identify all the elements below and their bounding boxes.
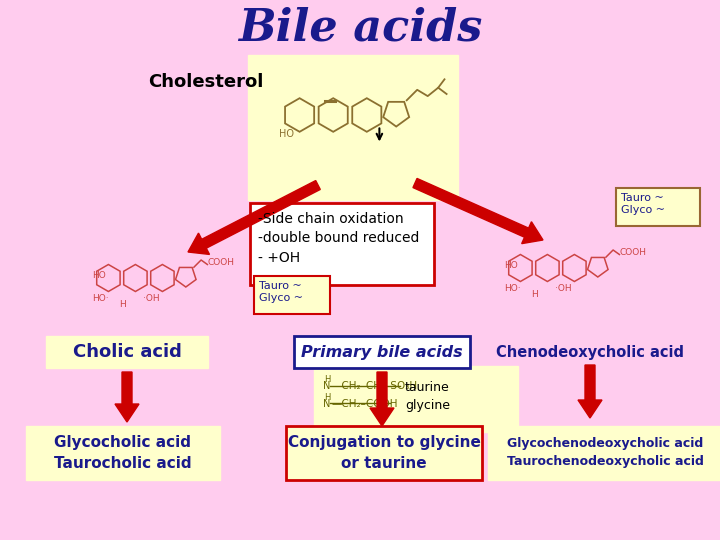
Polygon shape <box>370 372 394 426</box>
Text: Primary bile acids: Primary bile acids <box>301 345 463 360</box>
Text: Cholesterol: Cholesterol <box>148 73 264 91</box>
Text: ·OH: ·OH <box>143 294 159 303</box>
FancyBboxPatch shape <box>314 366 518 432</box>
Polygon shape <box>578 365 602 418</box>
FancyBboxPatch shape <box>46 336 208 368</box>
Text: HO: HO <box>92 271 106 280</box>
FancyBboxPatch shape <box>250 203 434 285</box>
Text: HO·: HO· <box>504 285 521 293</box>
Text: —CH₂–COOH: —CH₂–COOH <box>331 399 397 409</box>
Text: HO·: HO· <box>92 294 109 303</box>
FancyBboxPatch shape <box>248 55 458 200</box>
Text: Glycocholic acid
Taurocholic acid: Glycocholic acid Taurocholic acid <box>54 435 192 471</box>
Polygon shape <box>413 178 543 244</box>
Text: Chenodeoxycholic acid: Chenodeoxycholic acid <box>496 345 684 360</box>
Polygon shape <box>188 180 320 254</box>
FancyBboxPatch shape <box>488 426 720 480</box>
Text: taurine: taurine <box>405 381 450 394</box>
FancyBboxPatch shape <box>616 188 700 226</box>
Text: H: H <box>531 290 538 299</box>
Text: H: H <box>324 393 330 402</box>
Text: COOH: COOH <box>619 248 647 257</box>
Text: H: H <box>120 300 126 309</box>
Text: Tauro ~
Glyco ~: Tauro ~ Glyco ~ <box>259 281 303 302</box>
Text: Tauro ~
Glyco ~: Tauro ~ Glyco ~ <box>621 193 665 214</box>
Text: ·OH: ·OH <box>554 285 571 293</box>
Text: N: N <box>323 399 330 409</box>
Text: glycine: glycine <box>405 399 450 412</box>
FancyBboxPatch shape <box>286 426 482 480</box>
Text: -Side chain oxidation
-double bound reduced
- +OH: -Side chain oxidation -double bound redu… <box>258 212 419 265</box>
FancyBboxPatch shape <box>254 276 330 314</box>
Text: Cholic acid: Cholic acid <box>73 343 181 361</box>
Text: Glycochenodeoxycholic acid
Taurochenodeoxycholic acid: Glycochenodeoxycholic acid Taurochenodeo… <box>507 437 703 469</box>
Text: Bile acids: Bile acids <box>238 6 482 50</box>
Text: HO: HO <box>504 261 518 270</box>
FancyBboxPatch shape <box>294 336 470 368</box>
Text: Conjugation to glycine
or taurine: Conjugation to glycine or taurine <box>287 435 480 471</box>
Text: N: N <box>323 381 330 391</box>
FancyBboxPatch shape <box>26 426 220 480</box>
Text: HO: HO <box>279 129 294 139</box>
Polygon shape <box>115 372 139 422</box>
Text: —CH₂–CH₂–SO₃H: —CH₂–CH₂–SO₃H <box>331 381 417 391</box>
Text: COOH: COOH <box>207 258 235 267</box>
Text: H: H <box>324 375 330 384</box>
